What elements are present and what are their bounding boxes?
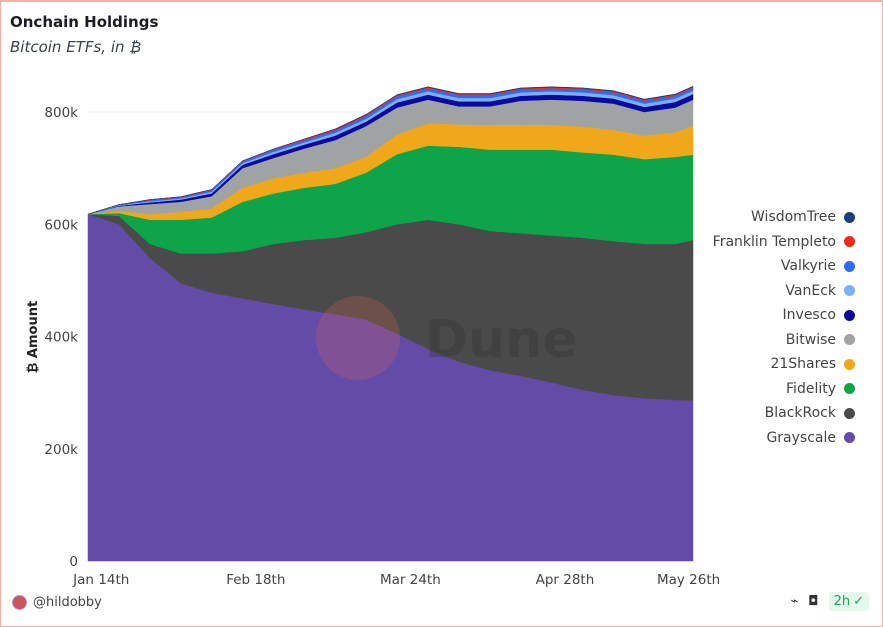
legend-label: VanEck <box>785 282 836 299</box>
legend-item-bitwise[interactable]: Bitwise <box>713 328 855 353</box>
legend-item-grayscale[interactable]: Grayscale <box>713 426 855 451</box>
footer-actions: ⌁ ◘ 2h ✓ <box>790 592 869 611</box>
legend-dot-icon <box>844 383 855 395</box>
camera-icon[interactable]: ◘ <box>808 594 819 609</box>
legend-item-vaneck[interactable]: VanEck <box>713 279 855 304</box>
legend-item-fidelity[interactable]: Fidelity <box>713 377 855 402</box>
legend-dot-icon <box>844 260 855 272</box>
y-axis-label: ₿ Amount <box>26 301 41 373</box>
y-tick-label: 400k <box>44 330 78 346</box>
legend-label: Franklin Templeto <box>712 233 836 250</box>
legend-label: Grayscale <box>766 429 836 446</box>
refresh-badge[interactable]: 2h ✓ <box>828 592 869 611</box>
legend-label: Fidelity <box>786 380 836 397</box>
y-tick-label: 200k <box>44 442 78 458</box>
legend-item-wisdomtree[interactable]: WisdomTree <box>713 205 855 230</box>
legend-dot-icon <box>844 309 855 321</box>
legend-item-valkyrie[interactable]: Valkyrie <box>713 254 855 279</box>
x-tick-label: Mar 24th <box>380 572 441 588</box>
x-tick-label: Jan 14th <box>72 572 129 588</box>
plug-icon[interactable]: ⌁ <box>790 594 799 609</box>
watermark-text: Dune <box>425 310 577 370</box>
check-circle-icon: ✓ <box>853 594 864 609</box>
legend-label: WisdomTree <box>751 209 836 226</box>
legend-item-21shares[interactable]: 21Shares <box>713 352 855 377</box>
dune-logo-icon <box>316 296 400 380</box>
legend-label: Invesco <box>782 307 836 324</box>
y-tick-label: 600k <box>44 217 78 233</box>
x-tick-label: May 26th <box>657 572 720 588</box>
x-tick-label: Apr 28th <box>536 572 595 588</box>
legend-item-blackrock[interactable]: BlackRock <box>713 401 855 426</box>
chart-title: Onchain Holdings <box>10 13 159 31</box>
legend-dot-icon <box>844 432 855 444</box>
dune-watermark: Dune <box>316 296 577 380</box>
author[interactable]: @hildobby <box>12 595 102 610</box>
legend-dot-icon <box>844 285 855 297</box>
legend-label: BlackRock <box>764 405 836 422</box>
y-tick-label: 800k <box>44 105 78 121</box>
x-tick-label: Feb 18th <box>226 572 285 588</box>
legend-dot-icon <box>844 358 855 370</box>
legend-label: Bitwise <box>785 331 836 348</box>
legend-item-franklin-templeto[interactable]: Franklin Templeto <box>713 230 855 255</box>
refresh-time: 2h <box>833 594 851 609</box>
legend-dot-icon <box>844 236 855 248</box>
legend: WisdomTree Franklin Templeto Valkyrie VanEc… <box>713 205 855 450</box>
chart-subtitle: Bitcoin ETFs, in ₿ <box>10 38 142 56</box>
legend-label: Valkyrie <box>780 258 836 275</box>
area-wisdomtree[interactable] <box>87 85 694 215</box>
legend-dot-icon <box>844 407 855 419</box>
legend-dot-icon <box>844 211 855 223</box>
legend-label: 21Shares <box>770 356 836 373</box>
avatar <box>12 595 27 610</box>
legend-item-invesco[interactable]: Invesco <box>713 303 855 328</box>
y-tick-label: 0 <box>69 554 78 570</box>
legend-dot-icon <box>844 334 855 346</box>
author-name: @hildobby <box>33 595 102 610</box>
